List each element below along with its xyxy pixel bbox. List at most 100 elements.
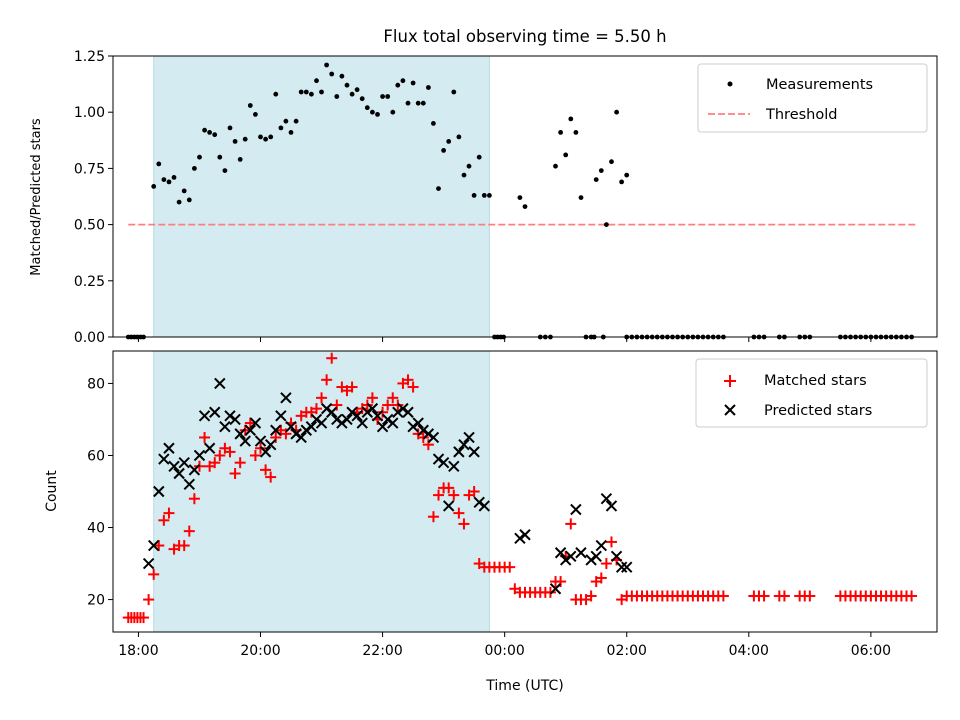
bottom-legend-box <box>695 358 928 428</box>
legend-measurements-label: Measurements <box>766 77 873 93</box>
measurement-point <box>309 91 314 97</box>
matched-star-point <box>392 399 404 411</box>
flux-ratio-panel: 0.00 0.25 0.50 0.75 1.00 1.25 Flux total obse… <box>29 27 938 346</box>
measurement-point <box>283 118 289 124</box>
predicted-star-point <box>285 420 297 433</box>
measurement-point <box>364 105 370 111</box>
predicted-star-point <box>448 460 460 472</box>
measurement-point <box>390 109 396 115</box>
top-y-tick-label: 0.50 <box>74 218 105 234</box>
measurement-point <box>426 85 431 90</box>
predicted-star-point <box>402 406 414 418</box>
measurement-point <box>232 139 238 144</box>
bottom-x-axis-label: Time (UTC) <box>485 678 563 694</box>
matched-star-point <box>443 482 455 494</box>
predicted-star-point <box>478 500 491 512</box>
measurement-point <box>451 89 457 95</box>
predicted-star-point <box>249 417 262 429</box>
predicted-star-point <box>229 413 241 426</box>
x-tick-label: 06:00 <box>851 643 891 659</box>
measurement-point <box>380 94 385 99</box>
predicted-star-point <box>239 435 251 447</box>
legend-matched-label: Matched stars <box>764 373 867 389</box>
bottom-legend: Matched stars Predicted stars <box>695 358 928 428</box>
top-y-tick-label: 0.75 <box>74 161 105 177</box>
predicted-star-point <box>366 402 379 415</box>
matched-star-point <box>183 525 195 537</box>
predicted-star-point <box>442 500 455 512</box>
measurement-point <box>487 193 492 198</box>
matched-star-point <box>717 590 729 602</box>
predicted-star-point <box>427 431 440 444</box>
predicted-star-point <box>315 417 328 429</box>
x-tick-label: 22:00 <box>362 643 402 659</box>
predicted-star-point <box>554 547 567 559</box>
matched-star-point <box>600 558 612 570</box>
measurement-point <box>568 116 574 122</box>
matched-star-point <box>458 518 470 530</box>
matched-star-point <box>326 352 338 364</box>
predicted-star-point <box>209 406 221 418</box>
bottom-y-tick-label: 20 <box>87 593 105 609</box>
predicted-star-point <box>605 500 618 512</box>
measurement-point <box>553 163 558 169</box>
measurement-point <box>604 222 609 228</box>
matched-star-point <box>366 392 378 404</box>
matched-star-point <box>265 471 277 483</box>
legend-matched-marker <box>724 375 736 387</box>
measurement-point <box>268 134 274 140</box>
measurement-point <box>186 197 192 203</box>
measurement-point <box>420 100 426 106</box>
predicted-star-point <box>198 410 211 422</box>
bottom-y-tick-label: 80 <box>87 376 105 392</box>
measurement-point <box>171 175 177 180</box>
measurement-point <box>192 166 197 171</box>
matched-star-point <box>143 594 155 606</box>
matched-star-point <box>193 460 205 472</box>
measurement-point <box>227 125 233 131</box>
measurement-point <box>212 132 218 138</box>
matched-star-point <box>255 442 267 454</box>
top-y-tick-label: 1.00 <box>74 105 105 121</box>
measurement-point <box>375 112 380 117</box>
predicted-star-point <box>168 460 180 472</box>
predicted-star-point <box>219 420 231 433</box>
matched-star-point <box>148 568 160 580</box>
x-tick-label: 04:00 <box>729 643 769 659</box>
predicted-star-point <box>361 406 374 418</box>
bottom-y-tick-label: 60 <box>87 448 105 464</box>
measurement-point <box>263 136 268 142</box>
top-legend: Measurements Threshold <box>697 63 928 133</box>
top-y-tick-label: 0.25 <box>74 274 105 290</box>
predicted-star-point <box>142 557 155 570</box>
predicted-star-point <box>381 413 394 426</box>
top-observing-span <box>153 55 490 338</box>
legend-measurements-marker <box>727 81 733 87</box>
top-legend-box <box>697 63 928 133</box>
bottom-y-axis-label: Count <box>44 470 60 512</box>
legend-predicted-label: Predicted stars <box>764 403 872 419</box>
measurement-point <box>288 130 294 135</box>
measurement-point <box>258 134 263 140</box>
measurement-point <box>247 103 253 108</box>
top-y-tick-label: 0.00 <box>74 330 105 346</box>
measurement-point <box>441 148 446 153</box>
predicted-star-point <box>183 478 196 491</box>
measurement-point <box>395 82 401 88</box>
predicted-star-point <box>147 539 160 552</box>
predicted-star-point <box>575 547 587 559</box>
measurement-point <box>573 130 579 135</box>
predicted-star-point <box>310 413 323 426</box>
predicted-star-point <box>585 554 597 566</box>
matched-star-point <box>244 417 256 429</box>
predicted-star-point <box>193 449 206 462</box>
measurement-point <box>176 199 182 205</box>
predicted-star-point <box>600 492 613 505</box>
predicted-star-point <box>290 428 302 440</box>
predicted-star-point <box>341 413 353 426</box>
predicted-star-point <box>295 431 307 444</box>
predicted-star-point <box>392 406 404 418</box>
chart-title: Flux total observing time = 5.50 h <box>383 27 666 46</box>
matched-star-point <box>138 612 150 624</box>
measurement-point <box>446 139 452 144</box>
